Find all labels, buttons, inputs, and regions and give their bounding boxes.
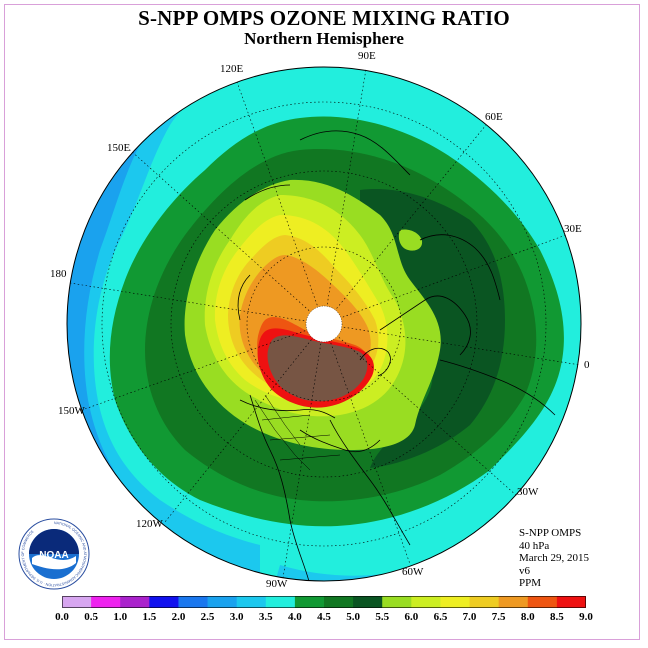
info-instrument: S-NPP OMPS: [519, 527, 582, 539]
meridian-30e: [323, 234, 567, 325]
colorbar-tick-label: 0.5: [84, 611, 98, 623]
map-boundary: [66, 66, 582, 582]
lon-label-90w: 90W: [266, 578, 288, 590]
colorbar-swatch: [120, 596, 150, 608]
noaa-logo: NOAA NATIONAL OCEANIC AND ATMOSPHERIC AD…: [18, 518, 90, 590]
lon-label-30w: 30W: [517, 486, 539, 498]
figure-subtitle: Northern Hemisphere: [244, 29, 404, 48]
meridian-90w: [282, 323, 325, 579]
coastline-americas-west: [249, 394, 311, 581]
lon-label-30e: 30E: [564, 223, 582, 235]
colorbar-swatch: [556, 596, 586, 608]
polar-no-data-edge: [305, 305, 343, 343]
colorbar-swatch: [91, 596, 121, 608]
colorbar-swatch: [265, 596, 296, 608]
colorbar-swatch: [353, 596, 383, 608]
lon-label-60w: 60W: [402, 566, 424, 578]
lat-circle-30: [101, 101, 547, 547]
colorbar-swatch: [62, 596, 92, 608]
meridian-60e: [323, 124, 487, 325]
band-9.0-plus: [267, 335, 368, 402]
coastline-canada: [239, 399, 336, 419]
colorbar-tick-label: 2.0: [171, 611, 186, 623]
lon-label-60e: 60E: [485, 111, 503, 123]
info-units: PPM: [519, 577, 542, 589]
figure-frame: [4, 4, 640, 640]
colorbar-tick-label: 3.5: [258, 611, 273, 623]
figure-title: S-NPP OMPS OZONE MIXING RATIO: [138, 6, 510, 30]
coastlines: [237, 130, 556, 581]
info-block: S-NPP OMPS 40 hPa March 29, 2015 v6 PPM: [519, 527, 589, 590]
colorbar-tick-label: 1.5: [142, 611, 157, 623]
colorbar-swatch: [236, 596, 267, 608]
meridian-150w: [81, 323, 325, 411]
meridian-150e: [129, 149, 325, 325]
colorbar-tick-label: 4.5: [317, 611, 331, 623]
lon-label-90e: 90E: [358, 50, 376, 62]
colorbar-swatch: [440, 596, 471, 608]
coastline-alaska: [237, 274, 251, 321]
coastline-americas-east: [329, 419, 411, 546]
logo-text: NOAA: [39, 550, 68, 561]
graticule: [69, 68, 581, 579]
colorbar-swatch: [149, 596, 179, 608]
coastline-asia-south: [419, 234, 501, 301]
meridian-90e: [323, 68, 367, 325]
colorbar-swatch: [382, 596, 412, 608]
colorbar-tick-label: 1.0: [113, 611, 128, 623]
colorbar-tick-label: 7.5: [491, 611, 506, 623]
colorbar-swatch: [324, 596, 354, 608]
lat-circle-50: [170, 170, 478, 478]
colorbar-swatch: [498, 596, 529, 608]
meridian-0: [323, 323, 581, 366]
meridian-120e: [236, 81, 325, 325]
colorbar-tick-label: 2.5: [200, 611, 215, 623]
lon-label-180: 180: [50, 268, 67, 280]
colorbar-swatch: [527, 596, 558, 608]
coastline-siberia: [244, 184, 291, 201]
meridian-30w: [323, 323, 518, 497]
coastline-greatlakes: [299, 429, 381, 453]
colorbar-tick-label: 4.0: [288, 611, 302, 623]
coastline-greenland: [359, 347, 391, 377]
colorbar-tick-label: 6.0: [404, 611, 419, 623]
lon-label-150w: 150W: [58, 405, 85, 417]
info-version: v6: [519, 564, 530, 577]
coastline-europe: [379, 295, 471, 356]
meridian-180: [69, 282, 325, 325]
meridian-60w: [323, 323, 411, 565]
info-date: March 29, 2015: [519, 552, 589, 564]
lon-label-0: 0: [584, 359, 590, 371]
polar-no-data-disk: [306, 306, 342, 342]
colorbar-tick-label: 8.0: [520, 611, 535, 623]
colorbar-swatch: [294, 596, 325, 608]
colorbar-tick-label: 8.5: [550, 611, 564, 623]
lat-circle-70: [246, 246, 402, 402]
info-level: 40 hPa: [519, 539, 550, 552]
lon-label-120w: 120W: [136, 518, 163, 530]
colorbar-tick-label: 3.0: [229, 611, 244, 623]
colorbar: [62, 596, 586, 608]
colorbar-swatch: [411, 596, 441, 608]
us-states-grid: [254, 394, 341, 471]
colorbar-tick-label: 9.0: [579, 611, 593, 623]
colorbar-tick-label: 0.0: [55, 611, 69, 623]
colorbar-swatch: [469, 596, 500, 608]
colorbar-tick-label: 6.5: [433, 611, 448, 623]
band-6.5-7.0-east: [398, 229, 423, 251]
colorbar-border: [62, 596, 586, 608]
lon-label-120e: 120E: [220, 63, 244, 75]
coastline-asia-east: [299, 130, 411, 176]
colorbar-tick-label: 7.0: [462, 611, 477, 623]
coastline-africa: [439, 359, 556, 416]
colorbar-tick-label: 5.0: [346, 611, 360, 623]
colorbar-swatch: [178, 596, 209, 608]
lon-label-150e: 150E: [107, 142, 131, 154]
colorbar-swatch: [207, 596, 238, 608]
colorbar-tick-label: 5.5: [375, 611, 390, 623]
